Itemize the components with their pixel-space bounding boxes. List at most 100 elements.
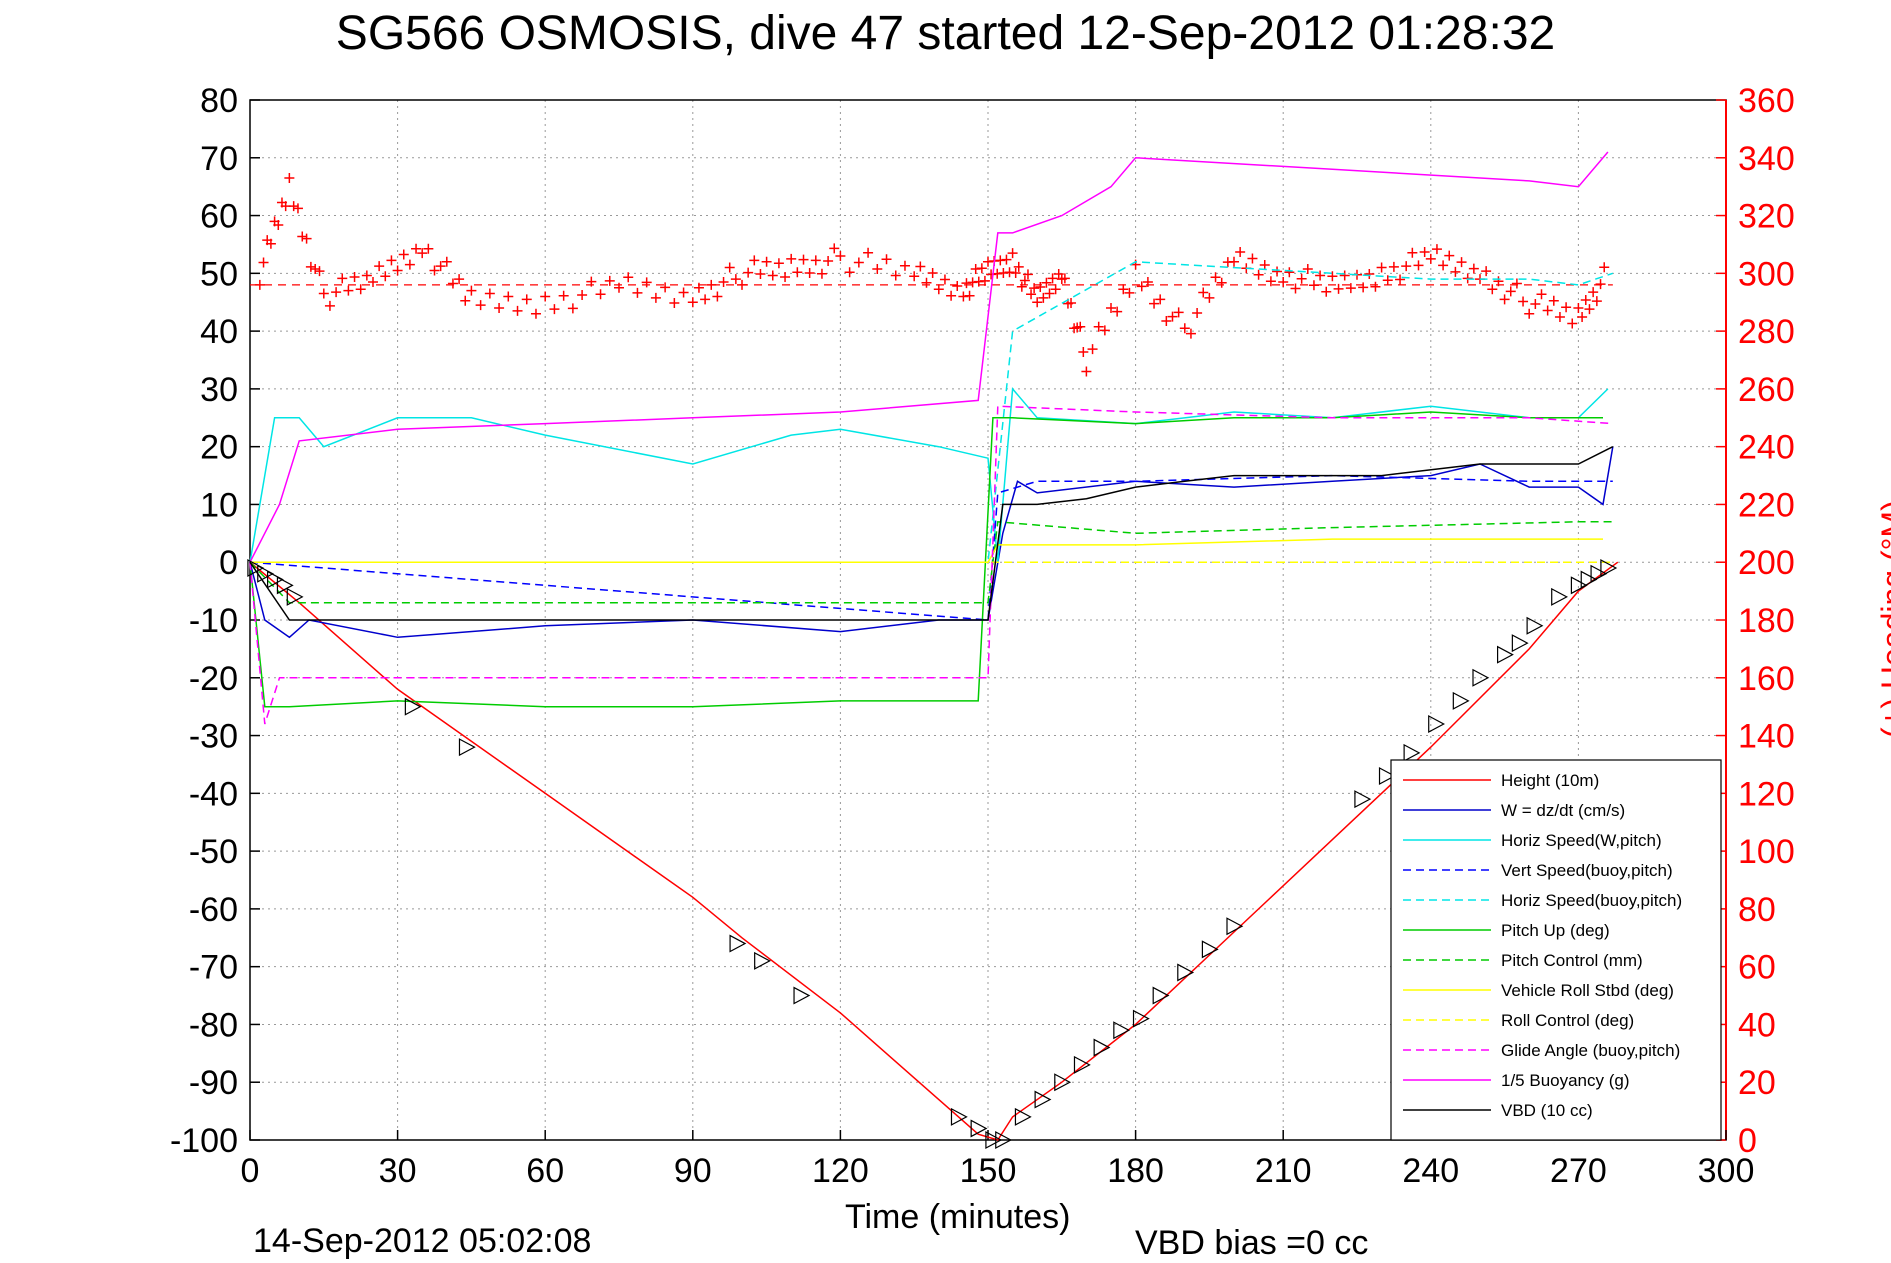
heading-point [1505,286,1516,297]
heading-point [1431,244,1442,255]
sample-marker [1073,1055,1091,1074]
heading-point [1511,278,1522,289]
heading-point [1142,277,1153,287]
y-tick-label: -100 [170,1122,238,1160]
heading-point [1081,366,1092,377]
sample-marker [1034,1090,1052,1109]
heading-point [933,284,944,295]
heading-point [1265,276,1276,287]
heading-point [368,277,378,287]
heading-point [1530,299,1541,310]
legend-entry: 1/5 Buoyancy (g) [1501,1071,1630,1090]
heading-point [292,203,303,214]
series-line [249,387,1609,563]
y2-tick-label: 240 [1738,429,1795,467]
legend-entry: Glide Angle (buoy,pitch) [1501,1041,1680,1060]
heading-point [786,253,797,264]
heading-point [595,289,606,300]
heading-point [1229,256,1239,267]
legend-entry: Vehicle Roll Stbd (deg) [1501,981,1674,1000]
sample-marker [995,1131,1013,1149]
series-line [249,520,1613,604]
heading-point [1524,308,1535,319]
heading-point [1010,267,1021,278]
heading-point [1013,261,1024,272]
heading-point [1001,254,1012,265]
legend-entry: Horiz Speed(buoy,pitch) [1501,891,1682,910]
heading-point [1173,307,1184,318]
heading-point [1047,273,1058,284]
heading-point [1032,297,1043,308]
heading-point [466,285,477,296]
heading-point [823,256,834,267]
series-lines [249,151,1619,1141]
heading-point [1370,281,1381,292]
y-tick-label: -50 [189,833,238,871]
heading-point [835,251,846,261]
heading-point [604,275,615,286]
legend-entry: VBD (10 cc) [1501,1101,1593,1120]
heading-point [1456,257,1467,268]
right-axis: 0 20 40 60 80 100 120 140 160 180 200 220 240 260 280 3… [1716,82,1795,1160]
heading-point [749,255,760,266]
heading-point [1093,321,1104,332]
heading-point [404,259,415,270]
y2-tick-label: 180 [1738,602,1795,640]
heading-point [284,173,295,183]
legend-entry: Vert Speed(buoy,pitch) [1501,861,1673,880]
heading-point [273,219,284,230]
heading-point [1395,274,1406,285]
heading-point [1161,316,1172,326]
right-axis-label: (+) Heading (°M) [1875,500,1891,738]
y-tick-label: -20 [189,660,238,698]
heading-point [693,282,704,293]
sample-marker [950,1107,968,1126]
series-line [249,561,1619,1141]
x-tick-label: 90 [674,1152,712,1190]
y2-tick-label: 220 [1738,486,1795,524]
y-tick-label: -30 [189,718,238,756]
sample-marker [1054,1073,1072,1092]
heading-point [1038,292,1049,303]
heading-point [1087,344,1098,355]
heading-point [1518,296,1529,307]
sample-marker [985,1131,1003,1149]
sample-marker [1132,1009,1150,1028]
heading-point [829,243,840,254]
heading-point [1041,277,1052,288]
heading-point [863,247,874,258]
heading-point [1401,261,1412,272]
heading-point [1548,295,1559,306]
heading-point [816,268,827,279]
heading-point [1595,279,1606,290]
sample-marker [1526,616,1544,635]
heading-point [1112,306,1123,317]
y-tick-label: 40 [200,313,238,351]
heading-point [1542,305,1553,316]
sample-marker [1378,767,1396,785]
heading-point [1388,261,1399,272]
heading-point [767,270,778,281]
y2-tick-label: 260 [1738,371,1795,409]
heading-point [1026,289,1037,300]
heading-point [881,254,892,265]
heading-point [964,290,975,301]
heading-point [730,274,741,285]
heading-point [773,258,784,269]
heading-point [1382,275,1393,286]
heading-point [1066,297,1077,308]
x-axis: 0 30 60 90 120 150 180 210 240 270 300 [241,1130,1754,1190]
heading-point [1573,303,1584,313]
heading-point [1419,247,1430,258]
legend-entry: W = dz/dt (cm/s) [1501,801,1625,820]
heading-point [1296,273,1307,284]
series-line [249,446,1614,621]
heading-point [423,243,434,254]
heading-point [411,243,422,254]
heading-point [1321,286,1332,297]
heading-point [374,261,385,272]
x-tick-label: 240 [1402,1152,1459,1190]
heading-point [915,261,926,272]
heading-point [337,273,348,284]
heading-point [1413,260,1424,271]
